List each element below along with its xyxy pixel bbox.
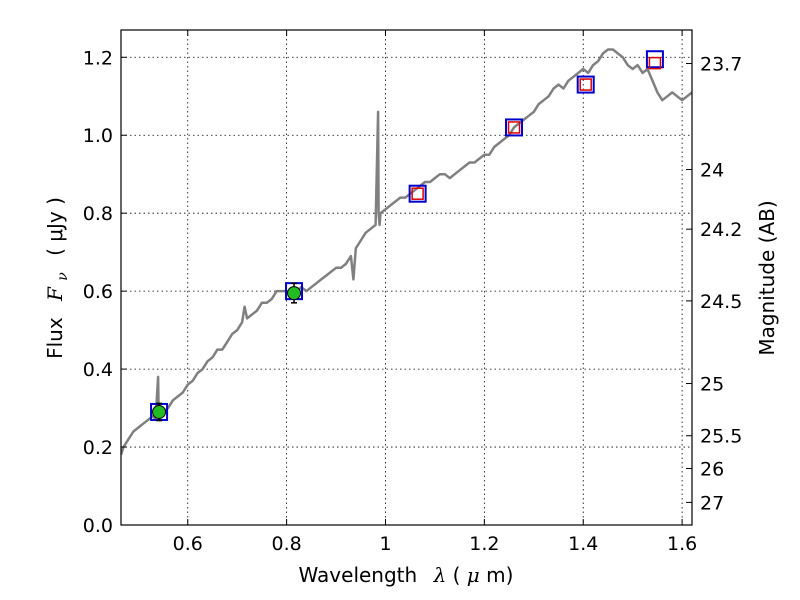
y2-tick-label: 25 (700, 374, 724, 396)
x-tick-label: 1.4 (568, 533, 598, 555)
y-axis-label: Flux F ν ( μJy ) (43, 197, 72, 359)
y-tick-label: 0.2 (83, 437, 113, 459)
x-axis-label-prefix: Wavelength (299, 563, 418, 587)
observed-point (411, 187, 424, 200)
observed-point (579, 78, 592, 91)
points-layer (150, 50, 664, 422)
y-axis-label-subscript: ν (55, 272, 71, 281)
ticks-layer: 0.6 0.8 1 1.2 1.4 1.6 0.0 0.2 0.4 0.6 0.8 1.0 1.2 23.… (83, 30, 742, 555)
y2-tick-label: 27 (700, 492, 724, 514)
plot-frame (120, 29, 693, 526)
y2-tick-label: 23.7 (700, 54, 742, 76)
model-point (408, 184, 427, 203)
y-axis-label-unit: ( μJy ) (43, 197, 67, 256)
y2-tick-label: 25.5 (700, 426, 742, 448)
y2-tick-label: 24.2 (700, 219, 742, 241)
y-tick-label: 0.6 (83, 281, 113, 303)
observed-point (287, 286, 302, 301)
spectrum-line (121, 48, 692, 456)
x-tick-label: 1 (379, 533, 391, 555)
y-tick-label: 0.0 (83, 515, 113, 537)
x-axis-label-unit-rest: m) (486, 563, 513, 587)
observed-point (648, 56, 662, 70)
model-point (645, 50, 664, 69)
y-tick-label: 0.8 (83, 203, 113, 225)
series-layer (121, 48, 692, 456)
x-tick-label: 0.6 (173, 533, 203, 555)
y2-tick-label: 24.5 (700, 291, 742, 313)
y-tick-label: 1.0 (83, 125, 113, 147)
y-axis-label-prefix: Flux (43, 317, 67, 359)
y-axis-label-symbol: F (43, 286, 67, 302)
observed-point (152, 404, 167, 419)
x-axis-label-symbol: λ (433, 563, 447, 587)
x-tick-label: 1.2 (469, 533, 499, 555)
x-axis-label-unit-open: ( (453, 563, 461, 587)
y2-tick-label: 26 (700, 458, 724, 480)
x-tick-label: 0.8 (272, 533, 302, 555)
x-tick-label: 1.6 (667, 533, 697, 555)
model-point (576, 75, 595, 94)
y-tick-label: 0.4 (83, 359, 113, 381)
y2-tick-label: 24 (700, 160, 724, 182)
y2-axis-label: Magnitude (AB) (755, 200, 779, 355)
x-axis-label-unit-mu: μ (467, 563, 480, 587)
model-point (505, 118, 524, 137)
observed-point (507, 121, 521, 134)
y-tick-label: 1.2 (83, 47, 113, 69)
x-axis-label: Wavelength λ ( μ m) (299, 563, 514, 587)
